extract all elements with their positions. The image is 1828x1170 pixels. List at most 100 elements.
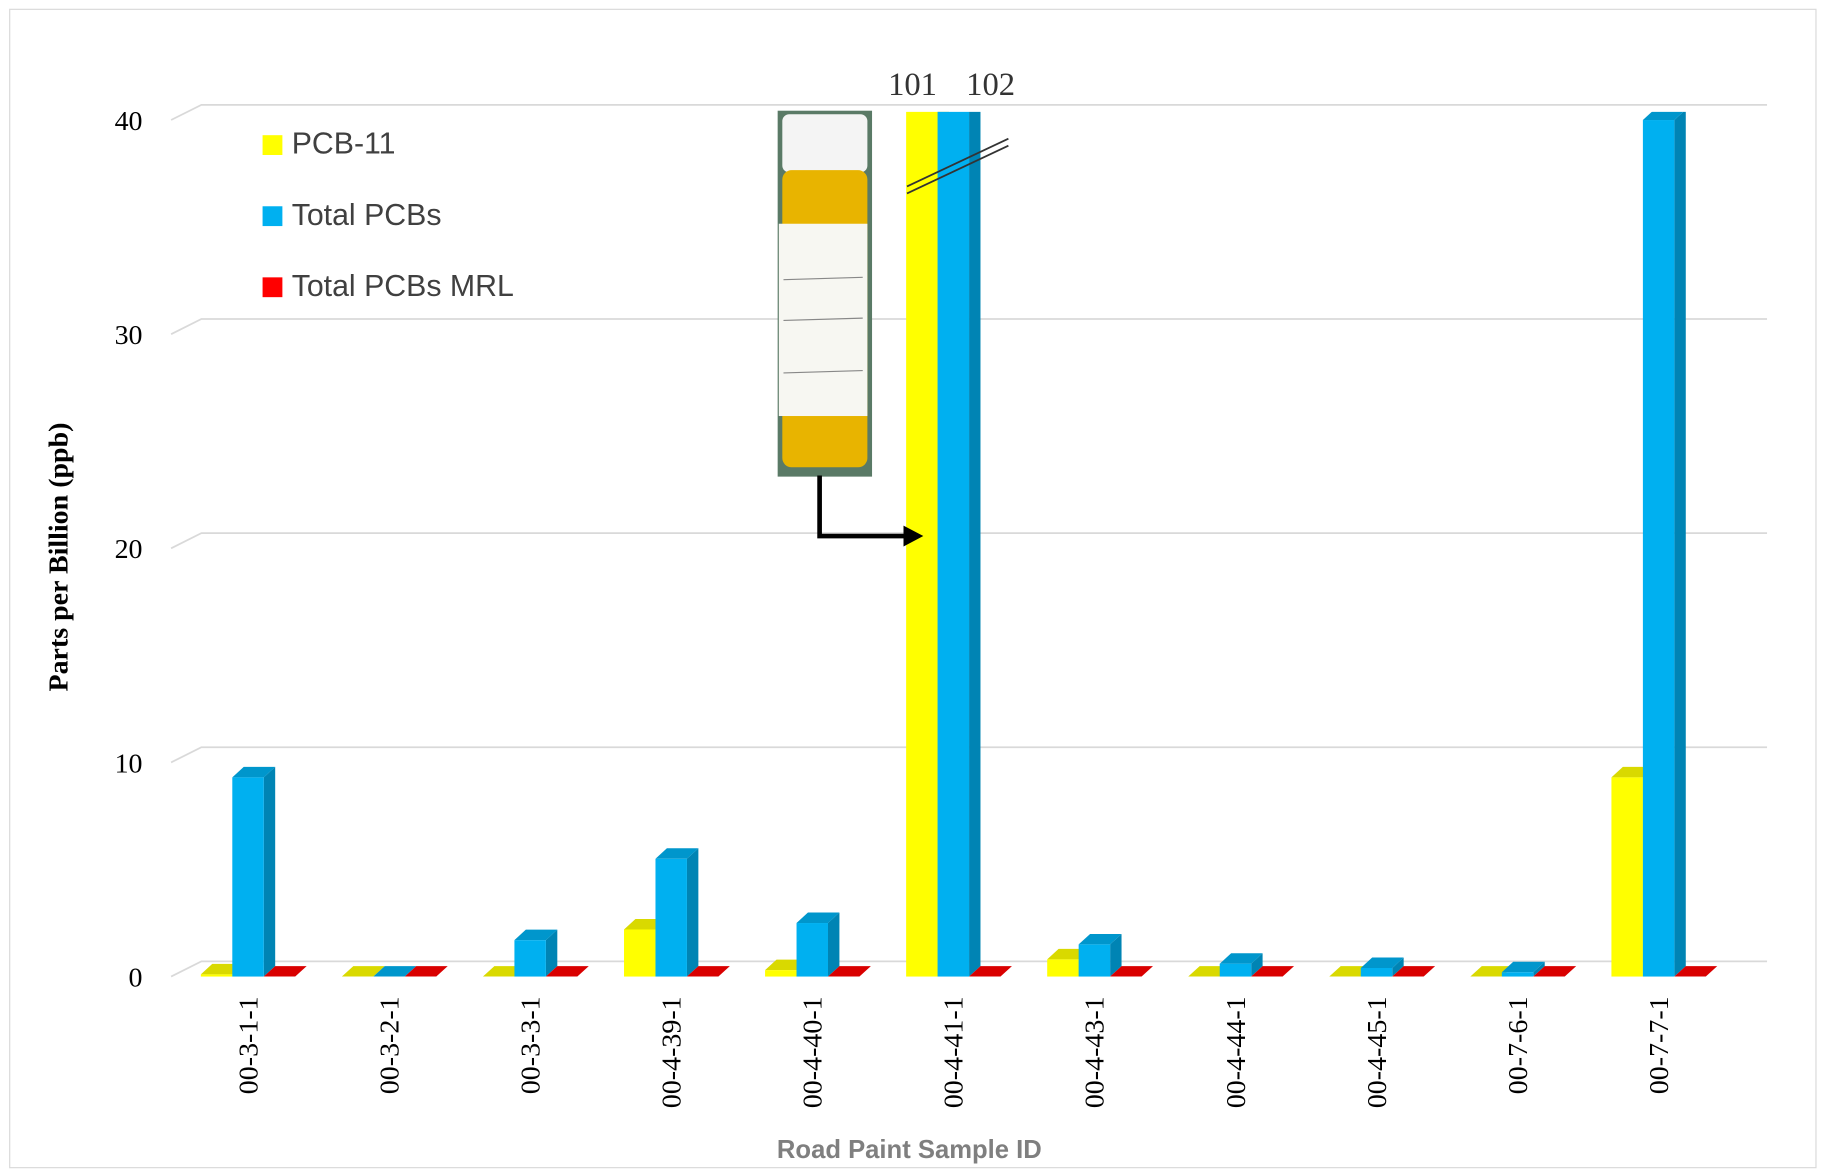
bar xyxy=(1642,111,1686,977)
bar-top xyxy=(828,966,871,977)
bar xyxy=(373,966,417,977)
bar-face xyxy=(906,111,938,977)
bar-face xyxy=(624,929,656,977)
bar xyxy=(686,966,730,977)
bar-side xyxy=(1392,957,1404,977)
bar-side xyxy=(969,111,981,977)
bar-side xyxy=(686,848,699,977)
bar-top xyxy=(1110,966,1154,977)
bar-top xyxy=(341,966,385,977)
bar-top xyxy=(1219,953,1263,964)
legend-label: Total PCBs xyxy=(292,199,442,232)
bar-side xyxy=(828,912,840,977)
bar-face xyxy=(796,923,829,977)
bar xyxy=(1392,966,1436,977)
grid-line xyxy=(170,318,1768,335)
bar xyxy=(232,766,276,977)
bar xyxy=(1360,957,1404,977)
bar xyxy=(404,966,448,977)
legend-label: PCB-11 xyxy=(292,128,396,161)
legend-swatch xyxy=(262,277,283,298)
x-tick-label: 00-7-7-1 xyxy=(1644,996,1675,1094)
bar-face xyxy=(232,777,264,977)
bar-face xyxy=(1611,777,1643,977)
bar-top xyxy=(1392,966,1436,977)
bar-face xyxy=(1642,120,1675,977)
x-axis-title: Road Paint Sample ID xyxy=(777,1136,1042,1164)
bar-side xyxy=(1533,961,1545,977)
arrow-head xyxy=(903,525,924,547)
bar xyxy=(1674,966,1718,977)
bar-face xyxy=(1219,963,1252,977)
bar-side xyxy=(1251,953,1263,977)
bar-top xyxy=(232,766,276,778)
bar-face xyxy=(1360,967,1393,977)
bar-top xyxy=(1501,961,1545,973)
bar-face xyxy=(514,940,546,977)
y-tick-label: 10 xyxy=(115,748,143,779)
bar xyxy=(341,966,385,977)
bar-top xyxy=(686,966,730,977)
arrow xyxy=(817,475,904,539)
bottle-photo xyxy=(777,110,873,477)
bar-face xyxy=(1047,959,1079,977)
x-tick-label: 00-3-2-1 xyxy=(374,996,405,1094)
bar xyxy=(1501,961,1545,977)
bars xyxy=(200,111,1718,977)
y-tick-label: 40 xyxy=(115,106,143,137)
grid-line xyxy=(170,746,1768,764)
x-tick-label: 00-4-39-1 xyxy=(657,996,688,1108)
bar-side xyxy=(545,929,558,977)
bar-top xyxy=(545,966,589,977)
legend-swatch xyxy=(262,135,283,155)
y-tick-label: 0 xyxy=(129,962,143,993)
bar-top xyxy=(1360,957,1404,968)
bar xyxy=(1219,953,1263,977)
bar xyxy=(655,848,699,977)
bar xyxy=(545,966,589,977)
bar xyxy=(937,111,981,977)
bar-face xyxy=(1078,944,1111,977)
x-tick-label: 00-4-40-1 xyxy=(798,996,829,1108)
x-tick-label: 00-4-43-1 xyxy=(1080,996,1111,1108)
x-tick-label: 00-3-3-1 xyxy=(515,996,546,1094)
value-label: 102 xyxy=(966,67,1015,103)
bar-side xyxy=(1674,111,1686,977)
bar-top xyxy=(796,912,840,924)
bar xyxy=(1251,966,1295,977)
bar-face xyxy=(200,974,233,977)
bar xyxy=(263,966,307,977)
grid-line xyxy=(170,104,1768,121)
bar xyxy=(1078,933,1122,977)
bar-top xyxy=(263,966,307,977)
bar xyxy=(796,912,840,977)
bar-top xyxy=(969,966,1012,977)
axis-break xyxy=(906,137,1009,195)
x-tick-label: 00-4-45-1 xyxy=(1362,996,1393,1108)
bar-top xyxy=(404,966,448,977)
bar-side xyxy=(263,766,276,977)
bar-face xyxy=(655,858,687,977)
bar-face xyxy=(1501,972,1534,977)
bar xyxy=(969,966,1012,977)
bar-face xyxy=(765,970,797,977)
y-axis-title: Parts per Billion (ppb) xyxy=(43,423,74,692)
labels: 0 10 20 30 40 00-3-1-1 00-3-2-1 00-3-3-1 00-4-39… xyxy=(115,67,1675,1108)
bar-face xyxy=(937,111,970,977)
bar-side xyxy=(1110,933,1122,977)
legend-swatch xyxy=(262,206,283,227)
y-tick-label: 20 xyxy=(115,534,143,565)
x-tick-label: 00-7-6-1 xyxy=(1503,996,1534,1094)
value-label: 101 xyxy=(888,67,937,103)
bar xyxy=(514,929,558,977)
x-tick-label: 00-3-1-1 xyxy=(233,996,264,1094)
bar-top xyxy=(655,848,699,859)
grid-line xyxy=(170,532,1768,550)
bar-top xyxy=(1533,966,1577,977)
bar xyxy=(1533,966,1577,977)
bar-top xyxy=(1674,966,1718,977)
bar xyxy=(1110,966,1154,977)
y-tick-label: 30 xyxy=(115,320,143,351)
bar-top xyxy=(514,929,558,941)
